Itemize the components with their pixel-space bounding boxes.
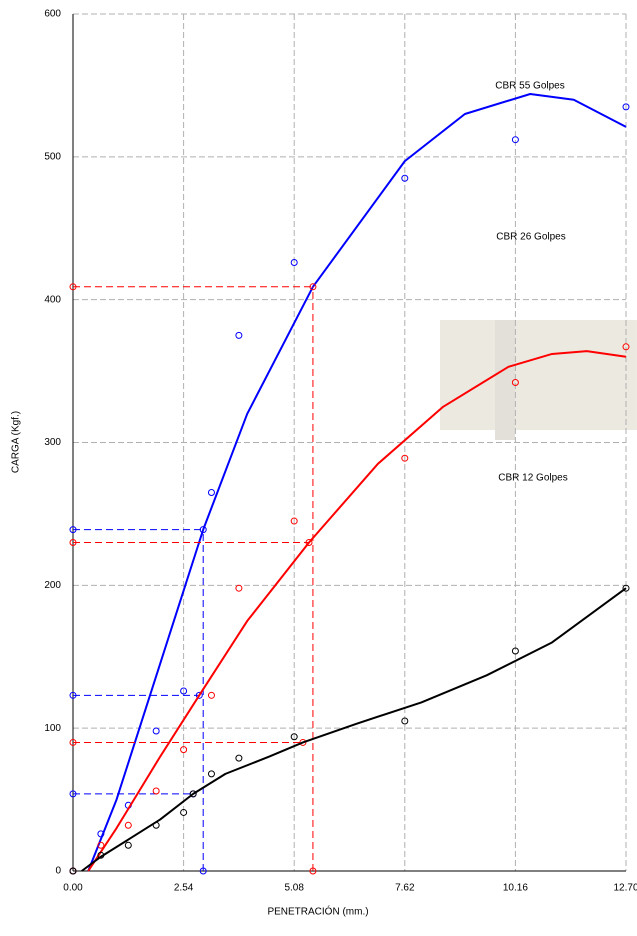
series-label: CBR 26 Golpes [496,232,565,243]
x-tick-label: 10.16 [503,883,528,894]
series-label: CBR 12 Golpes [498,473,567,484]
data-point [235,331,243,339]
data-point [401,717,409,725]
series-label: CBR 55 Golpes [495,81,564,92]
reference-marker [69,538,77,546]
reference-marker [69,691,77,699]
reference-marker [309,283,317,291]
x-tick-label: 12.70 [613,883,637,894]
data-point [290,733,298,741]
data-point [180,808,188,816]
data-point [124,821,132,829]
data-point [180,746,188,754]
data-point [290,259,298,267]
reference-marker [69,283,77,291]
data-point [622,103,630,111]
x-tick-label: 0.00 [63,883,83,894]
reference-marker [69,526,77,534]
data-point [511,136,519,144]
y-tick-label: 600 [44,9,61,20]
data-point [152,727,160,735]
data-point [290,517,298,525]
data-point [189,790,197,798]
watermark [440,320,637,440]
data-point [69,867,77,875]
x-tick-label: 2.54 [174,883,194,894]
data-point [622,343,630,351]
reference-marker [309,867,317,875]
reference-marker [199,867,207,875]
y-tick-label: 400 [44,294,61,305]
data-point [235,754,243,762]
data-point [97,841,105,849]
data-point [511,647,519,655]
x-tick-label: 7.62 [395,883,415,894]
data-point [207,691,215,699]
reference-marker [69,738,77,746]
data-point [511,379,519,387]
x-axis-title: PENETRACIÓN (mm.) [267,905,368,918]
fit-curve [87,350,627,872]
y-tick-label: 100 [44,723,61,734]
data-point [622,584,630,592]
data-point [235,584,243,592]
data-point [152,821,160,829]
reference-marker [69,790,77,798]
data-point [97,830,105,838]
y-tick-label: 200 [44,580,61,591]
data-point [401,174,409,182]
data-point [207,770,215,778]
reference-marker [305,538,313,546]
y-tick-label: 0 [55,866,61,877]
fit-curve [81,587,627,872]
reference-marker [195,691,203,699]
x-tick-label: 5.08 [284,883,304,894]
y-tick-label: 300 [44,437,61,448]
data-point [97,851,105,859]
y-tick-label: 500 [44,151,61,162]
data-point [124,841,132,849]
data-point [207,488,215,496]
data-point [152,787,160,795]
y-axis-title: CARGA (Kgf.) [11,411,22,473]
data-point [180,687,188,695]
data-point [401,454,409,462]
